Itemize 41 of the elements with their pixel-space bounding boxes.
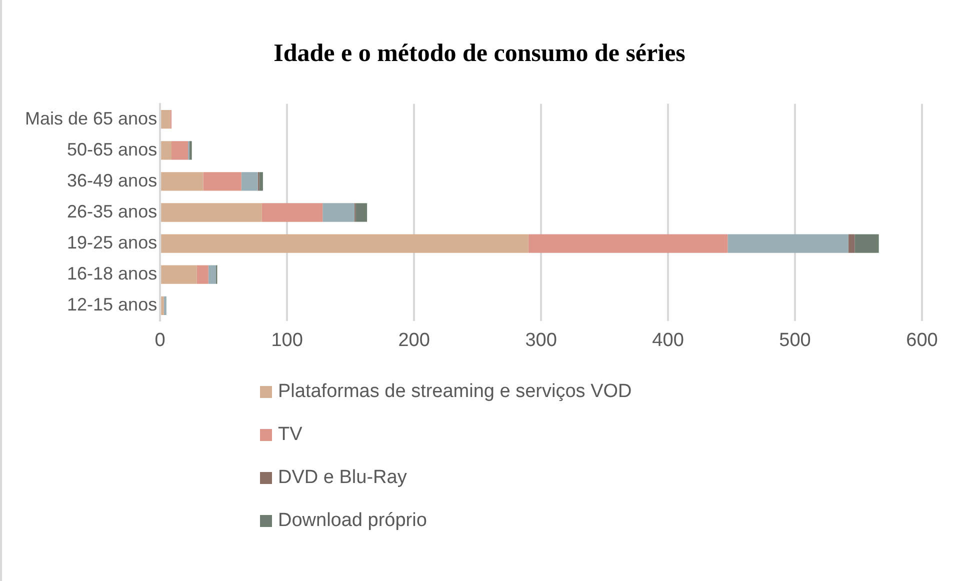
legend-label: TV [278, 424, 302, 446]
bar [161, 296, 164, 315]
bar [189, 141, 192, 160]
bar [161, 110, 170, 129]
y-tick-label: 50-65 anos [67, 139, 158, 160]
bar [854, 234, 879, 253]
bar [196, 265, 208, 284]
bar [203, 172, 242, 191]
bar [161, 234, 528, 253]
y-tick-label: Mais de 65 anos [24, 108, 158, 128]
x-tick-label: 600 [906, 330, 938, 351]
x-tick-label: 100 [271, 330, 303, 351]
y-tick-label: 19-25 anos [67, 232, 158, 253]
bar [322, 203, 354, 222]
bar [172, 141, 188, 160]
x-tick-label: 0 [154, 330, 166, 351]
legend-label: Download próprio [278, 510, 427, 532]
x-tick-label: 400 [652, 330, 684, 351]
x-tick-label: 200 [398, 330, 430, 351]
y-tick-label: 16-18 anos [67, 264, 158, 284]
x-tick-label: 500 [779, 330, 811, 351]
bar [161, 172, 204, 191]
legend-label: DVD e Blu-Ray [278, 466, 407, 488]
bar [528, 234, 728, 253]
bar [161, 203, 262, 222]
x-tick-label: 300 [525, 330, 557, 351]
y-tick-label: 12-15 anos [67, 294, 158, 315]
y-tick-label: 36-49 anos [67, 170, 158, 190]
bar [161, 265, 197, 284]
bar [208, 265, 216, 284]
bar [356, 203, 368, 222]
bar [161, 141, 172, 160]
bar [164, 296, 166, 315]
y-tick-label: 26-35 anos [67, 201, 158, 222]
legend-label: Plataformas de streaming e serviços VOD [278, 380, 632, 402]
bar [262, 203, 323, 222]
bar [728, 234, 848, 253]
chart-title: Idade e o método de consumo de séries [272, 40, 686, 68]
bar [241, 172, 258, 191]
bar [259, 172, 263, 191]
bar [848, 234, 855, 253]
